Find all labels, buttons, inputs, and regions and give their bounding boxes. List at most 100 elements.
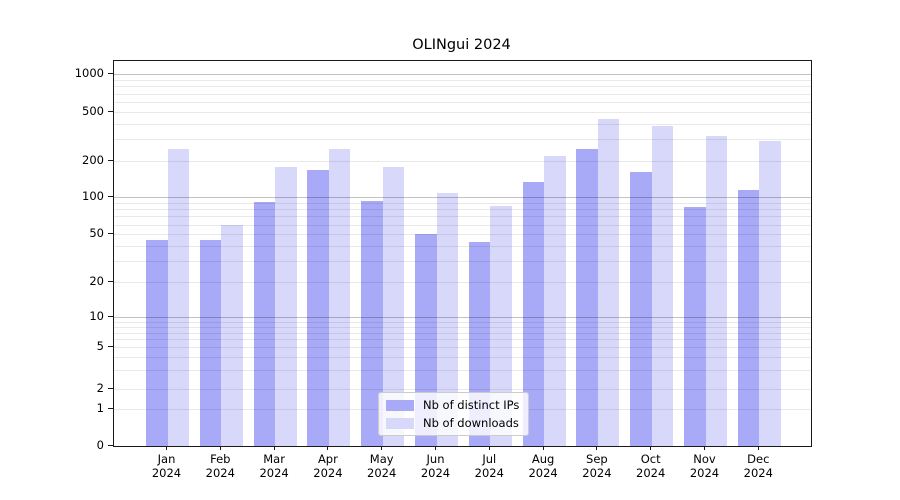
gridline-9 <box>114 322 811 323</box>
x-tick-mark-nov <box>704 446 705 450</box>
gridline-500 <box>114 112 811 113</box>
bar-distinct-ips-mar <box>253 201 276 446</box>
y-tick-label-2: 2 <box>96 381 104 395</box>
gridline-300 <box>114 139 811 140</box>
gridline-900 <box>114 80 811 81</box>
x-tick-label-jan: Jan 2024 <box>151 452 182 480</box>
bar-downloads-nov <box>705 135 727 446</box>
y-tick-label-0: 0 <box>96 438 104 452</box>
gridline-30 <box>114 261 811 262</box>
x-tick-label-apr: Apr 2024 <box>313 452 343 480</box>
bar-downloads-dec <box>759 141 781 446</box>
bar-distinct-ips-apr <box>307 170 329 446</box>
bar-downloads-mar <box>275 167 297 446</box>
gridline-6 <box>114 339 811 340</box>
plot-area: Nb of distinct IPs Nb of downloads <box>113 60 812 447</box>
x-tick-mark-aug <box>542 446 544 450</box>
chart-title: OLINgui 2024 <box>412 37 511 53</box>
y-tick-mark-2 <box>108 388 113 389</box>
y-tick-label-200: 200 <box>82 153 104 167</box>
y-tick-mark-0 <box>108 445 113 446</box>
legend-label-distinct-ips: Nb of distinct IPs <box>423 398 520 412</box>
bar-downloads-sep <box>597 118 620 446</box>
bar-distinct-ips-jan <box>146 239 168 446</box>
y-tick-mark-500 <box>108 110 113 112</box>
x-tick-label-feb: Feb 2024 <box>205 452 235 480</box>
y-tick-mark-5 <box>108 346 113 347</box>
x-tick-label-nov: Nov 2024 <box>689 452 720 480</box>
bar-distinct-ips-nov <box>684 206 706 446</box>
y-tick-label-1: 1 <box>96 400 104 415</box>
y-tick-mark-50 <box>108 233 113 235</box>
gridline-80 <box>114 209 811 210</box>
x-tick-label-aug: Aug 2024 <box>528 452 558 480</box>
gridline-600 <box>114 102 811 103</box>
legend-swatch-downloads <box>386 417 414 429</box>
x-tick-mark-apr <box>327 446 329 450</box>
gridline-50 <box>114 234 811 235</box>
x-tick-mark-may <box>381 446 383 450</box>
y-tick-label-100: 100 <box>82 189 104 204</box>
bar-downloads-aug <box>544 155 566 446</box>
bar-distinct-ips-oct <box>630 172 652 446</box>
gridline-800 <box>114 86 811 87</box>
x-tick-mark-dec <box>757 446 759 450</box>
y-tick-mark-20 <box>108 281 113 282</box>
x-tick-mark-oct <box>650 446 652 450</box>
bar-downloads-jun <box>436 192 458 446</box>
gridline-2 <box>114 389 811 390</box>
gridline-200 <box>114 161 811 162</box>
bar-downloads-may <box>382 166 405 446</box>
y-tick-mark-100 <box>108 196 113 198</box>
gridline-10 <box>114 317 811 318</box>
y-tick-label-1000: 1000 <box>74 66 104 81</box>
x-tick-label-jul: Jul 2024 <box>474 452 504 480</box>
x-tick-label-sep: Sep 2024 <box>582 452 612 480</box>
gridline-7 <box>114 333 811 334</box>
bar-distinct-ips-dec <box>737 190 760 446</box>
x-tick-label-oct: Oct 2024 <box>636 452 666 480</box>
x-tick-label-jun: Jun 2024 <box>420 452 451 480</box>
gridline-40 <box>114 246 811 247</box>
gridline-60 <box>114 225 811 226</box>
gridline-400 <box>114 124 811 125</box>
legend-item-distinct-ips: Nb of distinct IPs <box>386 398 519 412</box>
x-tick-label-mar: Mar 2024 <box>259 452 289 480</box>
gridlines <box>114 61 811 446</box>
y-tick-label-20: 20 <box>89 274 104 288</box>
gridline-1000 <box>114 74 811 75</box>
y-tick-mark-200 <box>108 160 113 161</box>
legend-label-downloads: Nb of downloads <box>423 416 519 430</box>
bar-distinct-ips-sep <box>576 149 598 446</box>
x-tick-label-dec: Dec 2024 <box>743 452 773 480</box>
x-tick-mark-jun <box>435 446 436 450</box>
legend-item-downloads: Nb of downloads <box>386 416 519 430</box>
gridline-4 <box>114 357 811 358</box>
gridline-20 <box>114 282 811 283</box>
legend-swatch-distinct-ips <box>386 399 414 411</box>
gridline-5 <box>114 347 811 348</box>
y-tick-mark-1000 <box>108 73 113 75</box>
bar-downloads-jan <box>167 148 189 446</box>
gridline-100 <box>114 197 811 198</box>
bar-downloads-apr <box>328 149 351 446</box>
x-tick-mark-jan <box>166 446 167 450</box>
gridline-70 <box>114 216 811 217</box>
x-tick-mark-mar <box>273 446 275 450</box>
gridline-700 <box>114 94 811 95</box>
y-tick-mark-10 <box>108 316 113 318</box>
y-tick-label-10: 10 <box>89 309 104 324</box>
gridline-8 <box>114 327 811 328</box>
x-tick-mark-feb <box>219 446 221 450</box>
bar-distinct-ips-feb <box>199 239 222 446</box>
bar-distinct-ips-aug <box>522 182 545 446</box>
y-tick-label-5: 5 <box>96 339 104 353</box>
gridline-3 <box>114 370 811 371</box>
bar-downloads-feb <box>221 224 243 446</box>
bar-distinct-ips-may <box>361 200 383 446</box>
x-tick-mark-jul <box>488 446 490 450</box>
x-tick-label-may: May 2024 <box>367 452 397 480</box>
gridline-90 <box>114 203 811 204</box>
y-tick-mark-1 <box>108 407 113 409</box>
